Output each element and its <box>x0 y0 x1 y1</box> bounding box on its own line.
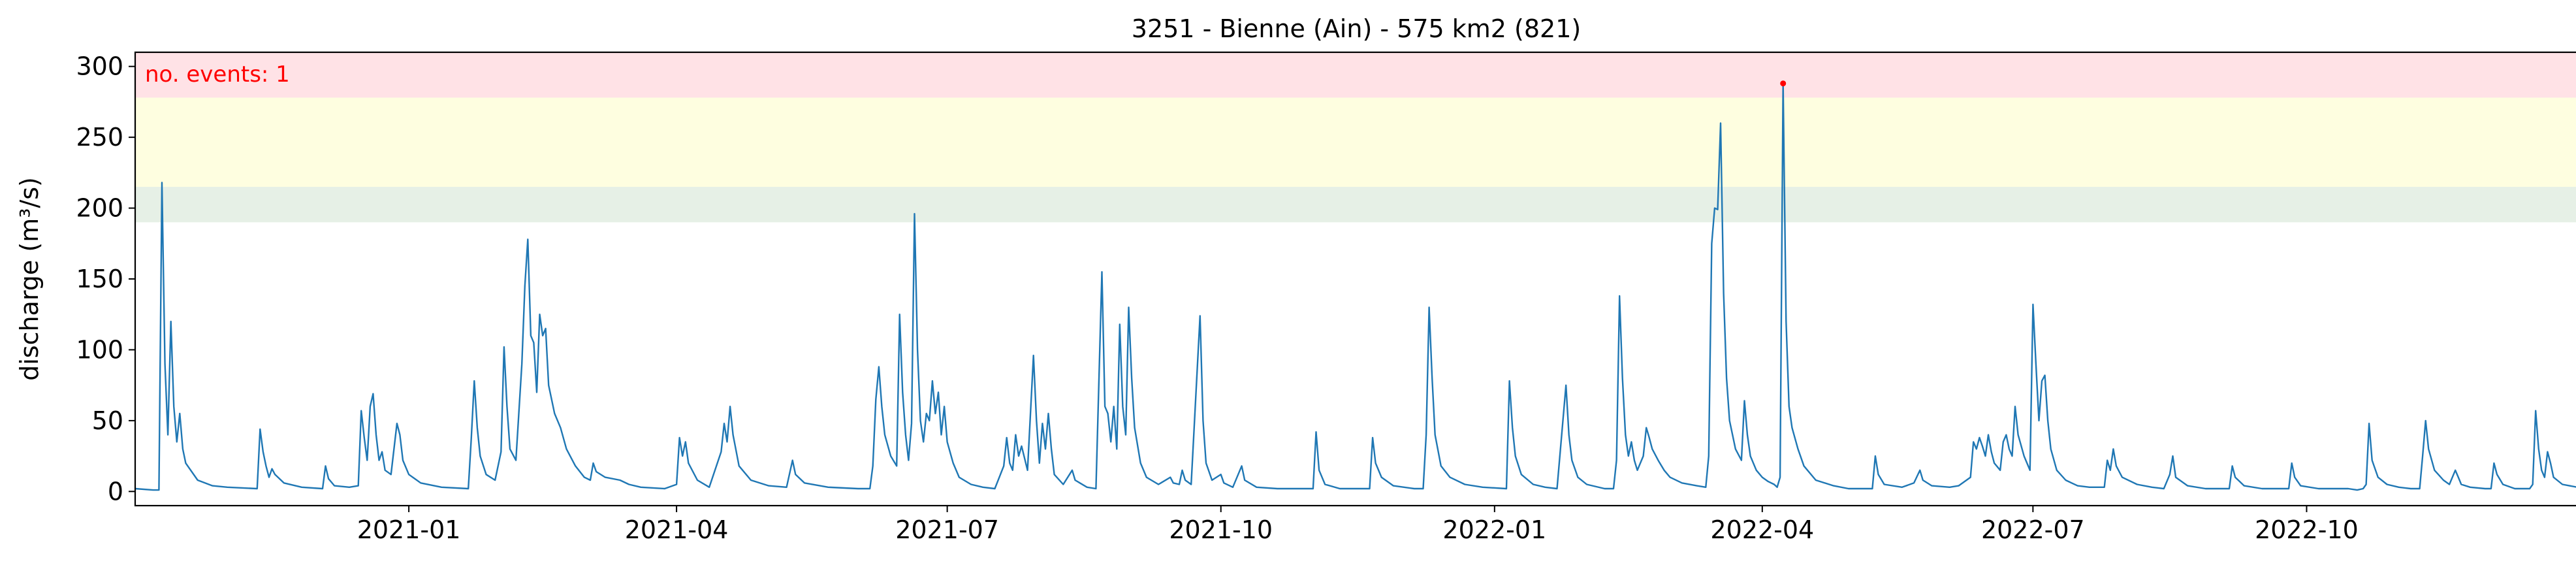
x-tick-label: 2022-01 <box>1442 515 1546 544</box>
x-tick-label: 2022-10 <box>2255 515 2359 544</box>
events-count-annotation: no. events: 1 <box>145 61 290 88</box>
x-tick-label: 2021-10 <box>1169 515 1273 544</box>
x-tick-label: 2022-04 <box>1710 515 1814 544</box>
series-line-0 <box>135 82 2576 491</box>
band-yellow <box>135 97 2576 187</box>
y-tick-label: 0 <box>108 477 123 506</box>
y-axis-label: discharge (m³/s) <box>15 177 44 381</box>
x-tick-label: 2021-01 <box>357 515 461 544</box>
x-tick-label: 2022-07 <box>1981 515 2085 544</box>
x-tick-label: 2021-04 <box>625 515 729 544</box>
y-tick-label: 200 <box>76 194 123 223</box>
y-axis: 0 50 100 150 200 250 300 <box>76 52 135 506</box>
threshold-bands <box>135 52 2576 223</box>
x-axis: 2021-01 2021-04 2021-07 2021-10 2022-01 2022-… <box>357 506 2359 544</box>
band-red <box>135 52 2576 98</box>
series-layer <box>135 82 2576 491</box>
event-point <box>1780 80 1787 87</box>
event-points <box>1780 80 1787 87</box>
x-tick-label: 2021-07 <box>895 515 999 544</box>
y-tick-label: 300 <box>76 52 123 81</box>
y-tick-label: 50 <box>92 406 123 435</box>
chart-title: 3251 - Bienne (Ain) - 575 km2 (821) <box>1132 14 1581 43</box>
y-tick-label: 250 <box>76 123 123 152</box>
y-tick-label: 100 <box>76 335 123 364</box>
y-tick-label: 150 <box>76 265 123 293</box>
band-green <box>135 187 2576 223</box>
